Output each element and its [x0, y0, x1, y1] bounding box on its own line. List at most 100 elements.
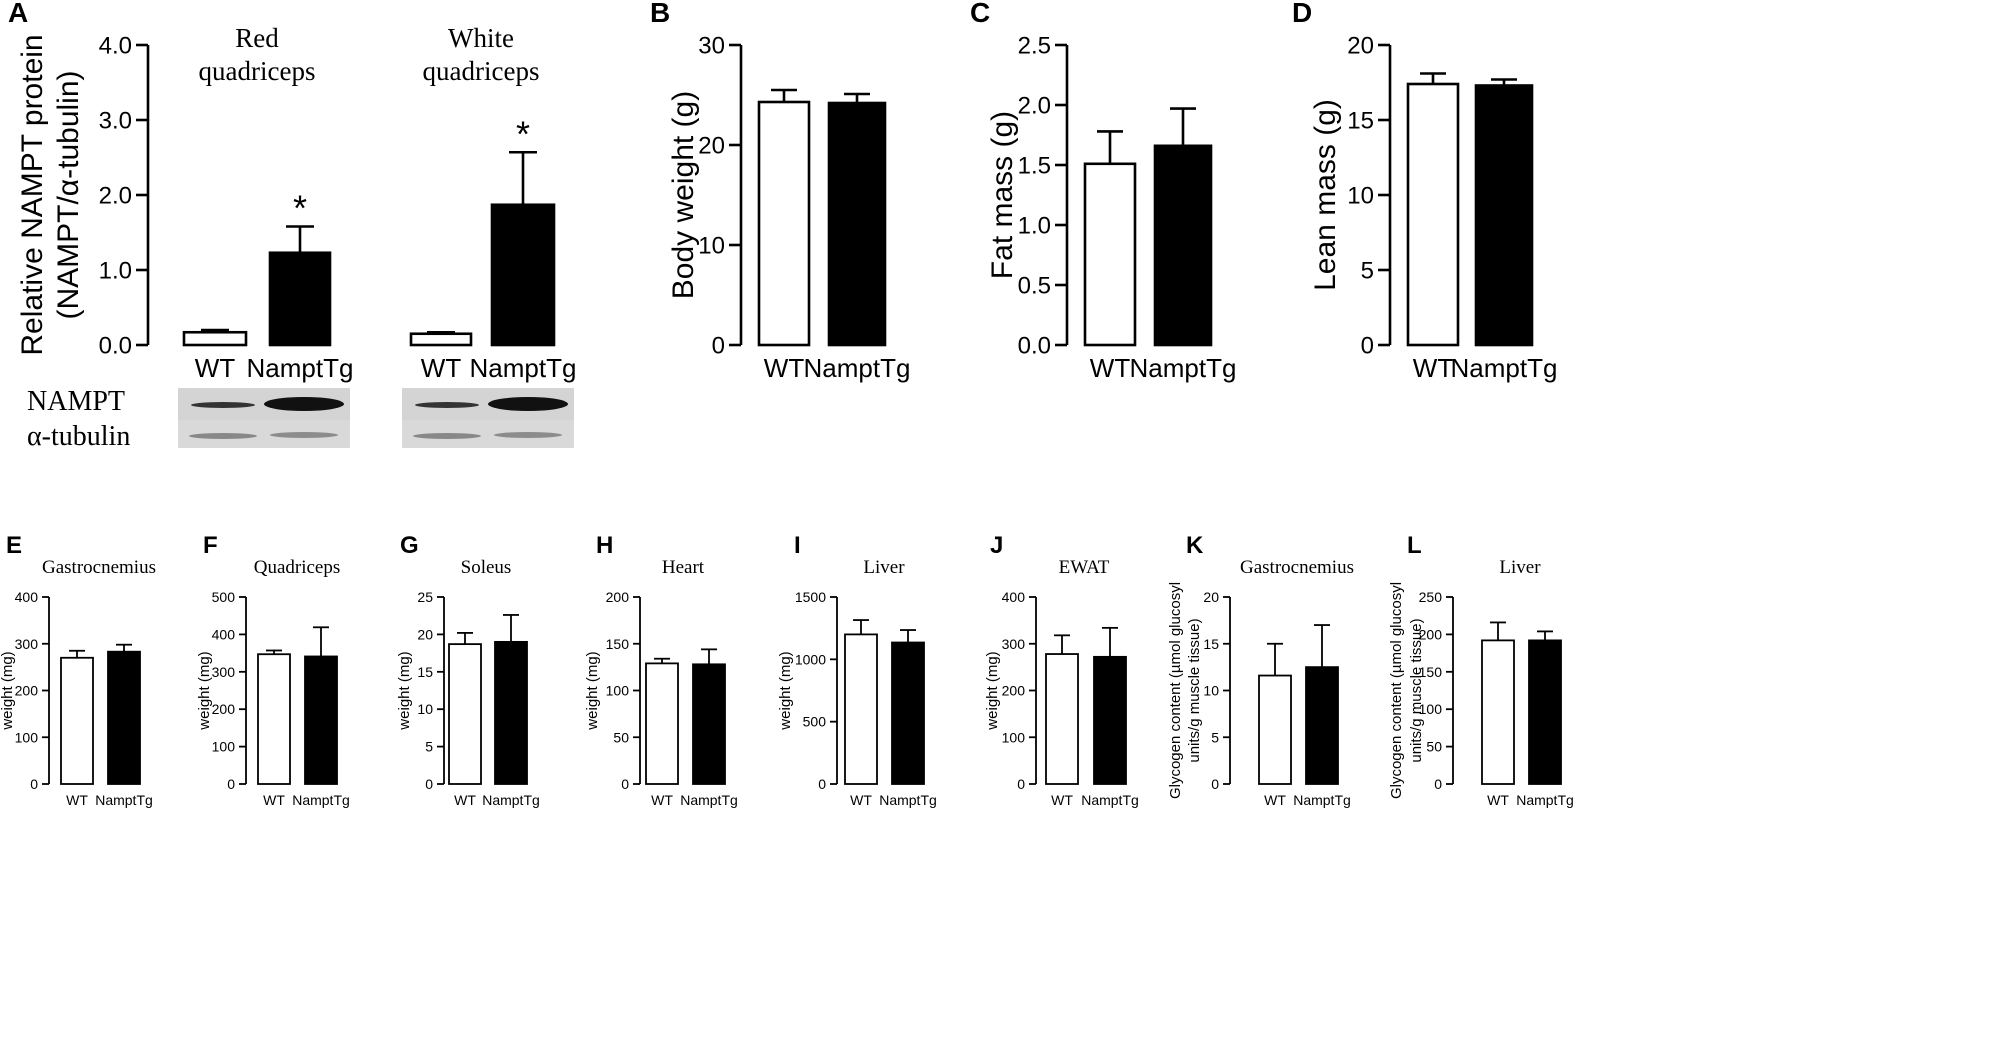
y-tick-label: 20 — [698, 133, 725, 160]
bar-nampttg — [490, 203, 556, 347]
y-tick-label: 0 — [1434, 776, 1442, 792]
y-tick-label: 0 — [712, 333, 725, 360]
category-label: NamptTg — [470, 353, 577, 383]
bar-nampttg — [1305, 666, 1339, 785]
y-tick-label: 10 — [1203, 683, 1219, 699]
y-tick-label: 2.5 — [1018, 33, 1051, 60]
bar-wt — [1083, 162, 1137, 347]
category-label: WT — [651, 792, 673, 808]
y-axis: 0.0 0.5 1.0 1.5 2.0 2.5 — [1018, 33, 1069, 360]
category-label: NamptTg — [804, 353, 911, 383]
bar-wt — [448, 643, 482, 785]
bar-nampttg — [692, 663, 726, 785]
panel-letter: J — [990, 532, 1003, 559]
y-axis: 0 100 200 300 400 — [1002, 589, 1037, 792]
y-axis-label: weight (mg) — [584, 651, 601, 730]
bar-wt — [1045, 653, 1079, 785]
category-label: WT — [263, 792, 285, 808]
category-label: WT — [1413, 353, 1454, 383]
y-tick-label: 0.5 — [1018, 273, 1051, 300]
significance-marker: * — [293, 188, 307, 229]
group-title: quadriceps — [423, 56, 540, 86]
category-label: WT — [764, 353, 805, 383]
blot-band — [413, 433, 481, 439]
y-axis-label: weight (mg) — [777, 651, 794, 730]
panel-title: Soleus — [461, 557, 512, 578]
y-tick-label: 300 — [1002, 636, 1026, 652]
y-tick-label: 15 — [1203, 636, 1219, 652]
category-label: NamptTg — [1516, 792, 1574, 808]
blot-band — [270, 432, 338, 438]
panel-e: E 0 100 200 300 400 weight (mg) Gastrocnemius WT… — [0, 532, 156, 808]
panel-b: B 0 10 20 30 Body weight (g) WT NamptTg — [650, 0, 910, 383]
bar-wt — [60, 656, 94, 785]
significance-marker: * — [516, 113, 530, 154]
blot-band — [415, 402, 479, 408]
panel-letter: I — [794, 532, 801, 559]
category-label: NamptTg — [292, 792, 350, 808]
y-axis: 0 50 100 150 200 250 — [1419, 589, 1454, 792]
y-tick-label: 400 — [1002, 589, 1026, 605]
y-axis-label: weight (mg) — [0, 651, 16, 730]
bar-nampttg — [1153, 144, 1213, 347]
y-tick-label: 0.0 — [99, 333, 132, 360]
category-label: NamptTg — [95, 792, 153, 808]
y-tick-label: 500 — [803, 714, 827, 730]
y-tick-label: 15 — [1347, 108, 1374, 135]
bar-nampttg — [1528, 639, 1562, 785]
bar-nampttg — [107, 650, 141, 785]
panel-letter: H — [596, 532, 613, 559]
blot-label: NAMPT — [27, 386, 125, 417]
panel-title: Quadriceps — [254, 557, 341, 578]
category-label: NamptTg — [482, 792, 540, 808]
group-title: quadriceps — [199, 56, 316, 86]
bar-wt — [409, 332, 473, 347]
y-tick-label: 400 — [212, 626, 236, 642]
bar-wt — [182, 330, 248, 347]
y-tick-label: 200 — [606, 589, 630, 605]
y-axis-label: weight (mg) — [196, 651, 213, 730]
y-tick-label: 0 — [1017, 776, 1025, 792]
panel-f: F 0 100 200 300 400 500 weight (mg) Quadriceps WT… — [196, 532, 350, 808]
bar-nampttg — [304, 655, 338, 785]
panel-letter: L — [1407, 532, 1422, 559]
y-axis: 0 10 20 30 — [698, 33, 743, 360]
bar-nampttg — [1093, 655, 1127, 785]
y-tick-label: 1.0 — [1018, 213, 1051, 240]
bar-nampttg — [494, 640, 528, 785]
y-tick-label: 200 — [212, 701, 236, 717]
category-label: NamptTg — [879, 792, 937, 808]
blot-label: α-tubulin — [27, 421, 130, 452]
y-tick-label: 100 — [15, 729, 39, 745]
y-tick-label: 150 — [1419, 664, 1443, 680]
y-tick-label: 300 — [212, 664, 236, 680]
category-label: WT — [1264, 792, 1286, 808]
panel-i: I 0 500 1000 1500 weight (mg) Liver WT NamptTg — [777, 532, 937, 808]
y-tick-label: 100 — [606, 683, 630, 699]
panel-letter: B — [650, 0, 670, 28]
bar-wt — [844, 633, 878, 785]
y-tick-label: 0 — [818, 776, 826, 792]
category-label: NamptTg — [1081, 792, 1139, 808]
category-label: NamptTg — [247, 353, 354, 383]
y-tick-label: 5 — [1361, 258, 1374, 285]
y-tick-label: 100 — [212, 739, 236, 755]
y-axis-label: Lean mass (g) — [1309, 99, 1342, 291]
bar-wt — [257, 653, 291, 785]
panel-title: Gastrocnemius — [1240, 557, 1354, 578]
y-tick-label: 250 — [1419, 589, 1443, 605]
y-axis: 0 5 10 15 20 25 — [417, 589, 445, 792]
category-label: WT — [421, 353, 462, 383]
y-tick-label: 500 — [212, 589, 236, 605]
category-label: NamptTg — [1451, 353, 1558, 383]
y-tick-label: 0 — [425, 776, 433, 792]
panel-l: L 0 50 100 150 200 250 Glycogen content (µmol g… — [1388, 532, 1574, 808]
y-tick-label: 1000 — [795, 651, 826, 667]
y-axis-label: Glycogen content (µmol glucosyl — [1167, 582, 1184, 799]
category-label: NamptTg — [1130, 353, 1237, 383]
y-tick-label: 50 — [613, 729, 629, 745]
y-tick-label: 5 — [425, 739, 433, 755]
panel-c: C 0.0 0.5 1.0 1.5 2.0 2.5 Fat mass (g) WT NamptTg — [970, 0, 1236, 383]
western-blot-image — [178, 388, 350, 448]
